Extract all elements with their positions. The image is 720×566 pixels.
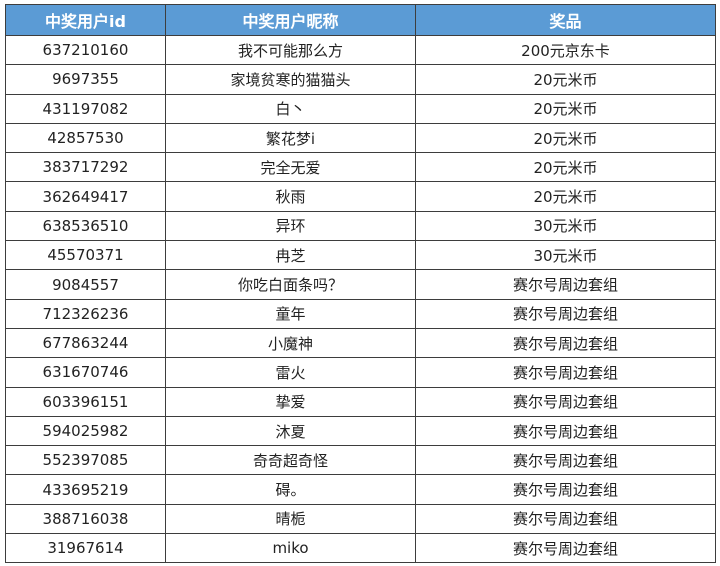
- table-row: 431197082 白丶 20元米币: [5, 93, 716, 124]
- cell-user-id: 431197082: [5, 93, 166, 124]
- cell-prize: 赛尔号周边套组: [415, 298, 716, 329]
- table-row: 631670746 雷火 赛尔号周边套组: [5, 357, 716, 388]
- cell-nickname: 奇奇超奇怪: [165, 445, 416, 476]
- table-row: 9697355 家境贫寒的猫猫头 20元米币: [5, 64, 716, 95]
- header-row: 中奖用户id 中奖用户昵称 奖品: [5, 4, 716, 36]
- cell-nickname: miko: [165, 533, 416, 564]
- cell-prize: 20元米币: [415, 181, 716, 212]
- table-row: 383717292 完全无爱 20元米币: [5, 152, 716, 183]
- cell-nickname: 白丶: [165, 93, 416, 124]
- table-row: 42857530 繁花梦i 20元米币: [5, 122, 716, 154]
- cell-nickname: 碍。: [165, 474, 416, 505]
- cell-prize: 赛尔号周边套组: [415, 445, 716, 476]
- cell-nickname: 童年: [165, 298, 416, 329]
- cell-prize: 赛尔号周边套组: [415, 415, 716, 447]
- cell-prize: 赛尔号周边套组: [415, 503, 716, 535]
- cell-nickname: 冉芝: [165, 240, 416, 271]
- table-row: 594025982 沐夏 赛尔号周边套组: [5, 415, 716, 447]
- table-row: 362649417 秋雨 20元米币: [5, 181, 716, 212]
- table-row: 31967614 miko 赛尔号周边套组: [5, 533, 716, 564]
- cell-user-id: 9084557: [5, 269, 166, 300]
- cell-prize: 赛尔号周边套组: [415, 357, 716, 388]
- table-row: 603396151 挚爱 赛尔号周边套组: [5, 386, 716, 417]
- header-prize: 奖品: [415, 4, 716, 36]
- cell-nickname: 沐夏: [165, 415, 416, 447]
- cell-user-id: 677863244: [5, 327, 166, 359]
- cell-user-id: 638536510: [5, 210, 166, 242]
- cell-prize: 20元米币: [415, 93, 716, 124]
- cell-user-id: 383717292: [5, 152, 166, 183]
- cell-user-id: 388716038: [5, 503, 166, 535]
- table-row: 45570371 冉芝 30元米币: [5, 240, 716, 271]
- cell-user-id: 637210160: [5, 34, 166, 66]
- table-row: 638536510 异环 30元米币: [5, 210, 716, 242]
- cell-nickname: 异环: [165, 210, 416, 242]
- table-row: 388716038 晴栀 赛尔号周边套组: [5, 503, 716, 535]
- header-user-id: 中奖用户id: [5, 4, 166, 36]
- cell-user-id: 45570371: [5, 240, 166, 271]
- cell-user-id: 631670746: [5, 357, 166, 388]
- cell-nickname: 小魔神: [165, 327, 416, 359]
- cell-user-id: 712326236: [5, 298, 166, 329]
- cell-prize: 200元京东卡: [415, 34, 716, 66]
- cell-prize: 30元米币: [415, 210, 716, 242]
- cell-user-id: 42857530: [5, 122, 166, 154]
- cell-user-id: 362649417: [5, 181, 166, 212]
- cell-prize: 赛尔号周边套组: [415, 269, 716, 300]
- cell-nickname: 雷火: [165, 357, 416, 388]
- cell-user-id: 552397085: [5, 445, 166, 476]
- cell-user-id: 9697355: [5, 64, 166, 95]
- cell-nickname: 挚爱: [165, 386, 416, 417]
- cell-nickname: 我不可能那么方: [165, 34, 416, 66]
- cell-user-id: 594025982: [5, 415, 166, 447]
- cell-nickname: 你吃白面条吗？: [165, 269, 416, 300]
- cell-nickname: 秋雨: [165, 181, 416, 212]
- cell-nickname: 繁花梦i: [165, 122, 416, 154]
- cell-prize: 30元米币: [415, 240, 716, 271]
- table-row: 677863244 小魔神 赛尔号周边套组: [5, 327, 716, 359]
- table-row: 433695219 碍。 赛尔号周边套组: [5, 474, 716, 505]
- cell-prize: 赛尔号周边套组: [415, 533, 716, 564]
- cell-prize: 20元米币: [415, 64, 716, 95]
- cell-prize: 20元米币: [415, 152, 716, 183]
- header-nickname: 中奖用户昵称: [165, 4, 416, 36]
- table-row: 9084557 你吃白面条吗？ 赛尔号周边套组: [5, 269, 716, 300]
- cell-prize: 赛尔号周边套组: [415, 386, 716, 417]
- cell-user-id: 603396151: [5, 386, 166, 417]
- cell-prize: 20元米币: [415, 122, 716, 154]
- cell-nickname: 家境贫寒的猫猫头: [165, 64, 416, 95]
- table-row: 552397085 奇奇超奇怪 赛尔号周边套组: [5, 445, 716, 476]
- cell-prize: 赛尔号周边套组: [415, 327, 716, 359]
- cell-nickname: 完全无爱: [165, 152, 416, 183]
- cell-nickname: 晴栀: [165, 503, 416, 535]
- cell-prize: 赛尔号周边套组: [415, 474, 716, 505]
- table-row: 712326236 童年 赛尔号周边套组: [5, 298, 716, 329]
- table-row: 637210160 我不可能那么方 200元京东卡: [5, 34, 716, 66]
- cell-user-id: 31967614: [5, 533, 166, 564]
- winners-table: 中奖用户id 中奖用户昵称 奖品 637210160 我不可能那么方 200元京东卡…: [5, 4, 716, 564]
- cell-user-id: 433695219: [5, 474, 166, 505]
